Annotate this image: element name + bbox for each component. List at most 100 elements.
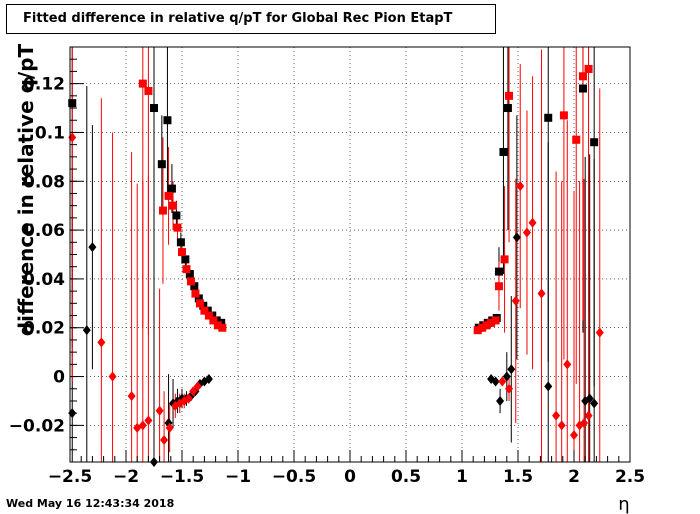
data-point-diamond — [570, 430, 578, 441]
data-point-diamond — [88, 242, 97, 253]
data-point-square — [173, 223, 182, 232]
data-point-square — [164, 191, 173, 200]
data-point-square — [482, 321, 491, 330]
data-point-square — [178, 248, 186, 257]
data-point-square — [578, 72, 587, 81]
data-point-square — [494, 267, 503, 276]
data-point-square — [494, 282, 503, 291]
data-point-diamond — [155, 405, 164, 416]
data-point-square — [584, 64, 593, 73]
data-point-square — [499, 147, 508, 156]
data-point-diamond — [498, 376, 507, 387]
data-point-square — [138, 79, 147, 88]
data-point-square — [209, 316, 218, 325]
chart-title: Fitted difference in relative q/pT for G… — [6, 4, 496, 34]
data-point-square — [473, 326, 482, 335]
data-point-square — [186, 277, 195, 286]
x-tick-label: −2.5 — [48, 467, 92, 487]
data-point-diamond — [189, 386, 198, 397]
data-point-square — [163, 116, 172, 125]
data-point-square — [158, 206, 167, 215]
x-tick-label: 1.5 — [503, 467, 533, 487]
data-point-diamond — [184, 393, 193, 404]
y-tick-label: 0 — [53, 368, 65, 388]
data-point-diamond — [585, 393, 594, 404]
data-point-square — [176, 238, 185, 247]
data-point-square — [172, 211, 181, 220]
data-point-square — [590, 138, 599, 147]
timestamp: Wed May 16 12:43:34 2018 — [6, 497, 175, 510]
y-tick-label: 0.12 — [23, 75, 65, 95]
data-point-square — [157, 160, 166, 169]
tick-labels: −2.5 −2 −1.5 −1 −0.5 0 0.5 1 1.5 2 2.5 −0.02 0 0.02 0.… — [9, 75, 645, 487]
data-point-diamond — [595, 327, 604, 338]
data-point-square — [150, 104, 158, 113]
data-point-diamond — [138, 420, 147, 431]
data-point-square — [572, 135, 581, 144]
data-point-diamond — [557, 420, 566, 431]
data-markers — [68, 64, 604, 467]
data-point-diamond — [127, 391, 136, 402]
data-point-square — [68, 99, 77, 108]
data-point-diamond — [537, 288, 546, 299]
data-point-diamond — [68, 132, 77, 143]
data-point-square — [181, 255, 190, 264]
x-tick-label: 0 — [344, 467, 356, 487]
grid-lines — [70, 47, 630, 462]
data-point-diamond — [563, 359, 572, 370]
data-point-square — [144, 86, 153, 95]
data-point-diamond — [552, 410, 561, 421]
data-point-square — [578, 84, 587, 93]
data-point-diamond — [165, 422, 174, 433]
data-point-diamond — [507, 364, 516, 375]
data-point-square — [218, 323, 227, 332]
x-axis-label: η — [618, 494, 629, 514]
data-point-diamond — [193, 381, 202, 392]
data-point-diamond — [528, 217, 537, 228]
data-point-diamond — [580, 417, 589, 428]
data-point-square — [491, 316, 500, 325]
data-point-square — [200, 306, 209, 315]
x-tick-label: −0.5 — [272, 467, 316, 487]
data-point-diamond — [505, 383, 514, 394]
data-point-diamond — [97, 337, 106, 348]
y-tick-label: 0.02 — [23, 319, 65, 339]
data-point-square — [182, 265, 191, 274]
axis-ticks — [69, 58, 631, 463]
data-point-square — [505, 91, 514, 100]
data-point-diamond — [516, 181, 525, 192]
data-point-diamond — [502, 371, 511, 382]
data-point-diamond — [144, 415, 153, 426]
data-point-square — [169, 201, 178, 210]
data-point-diamond — [544, 381, 553, 392]
x-tick-label: 0.5 — [391, 467, 421, 487]
data-point-square — [500, 255, 509, 264]
data-point-square — [213, 321, 222, 330]
x-tick-label: −2 — [113, 467, 139, 487]
data-point-square — [503, 104, 512, 113]
y-tick-label: 0.1 — [35, 123, 65, 143]
data-point-diamond — [590, 398, 599, 409]
y-tick-label: 0.08 — [23, 172, 65, 192]
data-point-square — [478, 323, 487, 332]
y-tick-label: −0.02 — [9, 416, 65, 436]
data-point-diamond — [584, 410, 593, 421]
data-point-square — [204, 311, 213, 320]
x-tick-label: 2.5 — [615, 467, 645, 487]
data-point-square — [194, 294, 203, 303]
y-tick-label: 0.06 — [23, 221, 65, 241]
data-point-square — [195, 299, 204, 308]
y-tick-label: 0.04 — [23, 270, 65, 290]
data-point-square — [487, 318, 496, 327]
x-tick-label: 2 — [568, 467, 580, 487]
data-point-square — [559, 111, 568, 120]
data-point-square — [185, 270, 194, 279]
data-point-square — [544, 113, 553, 122]
data-point-diamond — [522, 227, 531, 238]
data-point-diamond — [512, 232, 521, 243]
x-tick-label: −1.5 — [160, 467, 204, 487]
data-point-diamond — [204, 374, 213, 384]
data-point-square — [167, 184, 176, 193]
data-point-square — [191, 289, 200, 298]
data-point-diamond — [82, 325, 91, 336]
